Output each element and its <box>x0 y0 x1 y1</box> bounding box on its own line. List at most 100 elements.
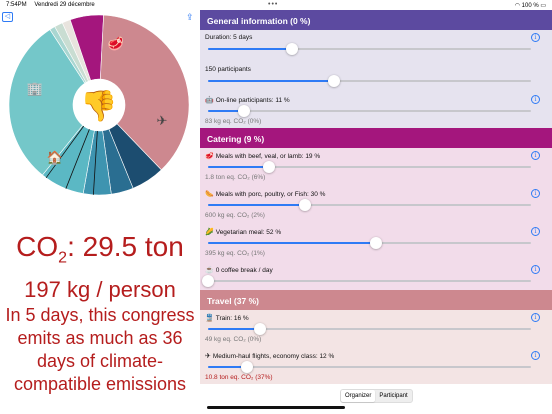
slider-knob[interactable] <box>285 43 298 55</box>
info-icon[interactable]: i <box>531 33 540 42</box>
setting-label-text: On-line participants: 11 % <box>215 97 290 104</box>
home-indicator <box>207 406 345 409</box>
setting-label: 🥩 Meals with beef, veal, or lamb: 19 % <box>205 152 320 160</box>
slider-knob[interactable] <box>253 323 266 335</box>
setting-label-text: Duration: 5 days <box>205 34 253 41</box>
slider-fill <box>208 366 247 368</box>
slider-knob[interactable] <box>298 199 311 211</box>
section-header: General information (0 %) <box>200 10 552 30</box>
status-time: 7:54PM <box>6 2 27 8</box>
slider-knob[interactable] <box>327 75 340 87</box>
coffee-icon: ☕ <box>205 267 214 274</box>
setting-row: 150 participants <box>200 62 552 92</box>
role-segmented-control[interactable]: Organizer Participant <box>340 389 413 403</box>
setting-label: 🌭 Meals with porc, poultry, or Fish: 30 % <box>205 190 325 198</box>
emissions-pie-chart: 👎 🥩 ✈ 🏠 🏢 <box>8 14 190 196</box>
corn-icon: 🌽 <box>205 229 214 236</box>
setting-label: 🌽 Vegetarian meal: 52 % <box>205 228 281 236</box>
setting-slider[interactable] <box>208 105 531 117</box>
status-right: ◠ 100 % ▭ <box>515 2 546 9</box>
setting-label-text: Medium-haul flights, economy class: 12 % <box>212 353 335 360</box>
meat-icon: 🥩 <box>205 153 214 160</box>
setting-label: 150 participants <box>205 66 251 73</box>
slider-knob[interactable] <box>202 275 214 287</box>
robot-icon: 🤖 <box>205 97 214 104</box>
setting-row: 🤖 On-line participants: 11 % i 83 kg eq. CO… <box>200 92 552 128</box>
setting-row: Duration: 5 days i <box>200 30 552 62</box>
setting-row: ☕ 0 coffee break / day i <box>200 262 552 290</box>
collapse-sidebar-button[interactable]: ◁ <box>2 12 13 22</box>
per-person: 197 kg / person <box>24 276 176 302</box>
setting-emissions: 10.8 ton eq. CO₂ (37%) <box>205 374 273 381</box>
setting-slider[interactable] <box>208 199 531 211</box>
info-icon[interactable]: i <box>531 151 540 160</box>
setting-slider[interactable] <box>208 361 531 373</box>
setting-row: 🌭 Meals with porc, poultry, or Fish: 30 %… <box>200 186 552 224</box>
slider-fill <box>208 110 244 112</box>
info-icon[interactable]: i <box>531 313 540 322</box>
co2-value: : 29.5 ton <box>67 231 184 262</box>
setting-emissions: 395 kg eq. CO₂ (1%) <box>205 250 265 257</box>
setting-label: 🚆 Train: 16 % <box>205 314 249 322</box>
setting-slider[interactable] <box>202 275 531 287</box>
setting-row: 🌽 Vegetarian meal: 52 % i 395 kg eq. CO₂ (1… <box>200 224 552 262</box>
slider-knob[interactable] <box>369 237 382 249</box>
info-icon[interactable]: i <box>531 189 540 198</box>
setting-row: 🥩 Meals with beef, veal, or lamb: 19 % i 1.… <box>200 148 552 186</box>
steak-icon: 🥩 <box>108 36 124 52</box>
slider-knob[interactable] <box>263 161 276 173</box>
pie-separator-line <box>92 130 98 195</box>
co2-total: CO2: 29.5 ton <box>0 230 200 276</box>
slider-fill <box>208 166 270 168</box>
slider-knob[interactable] <box>237 105 250 117</box>
pie-separator-line <box>45 125 85 179</box>
setting-slider[interactable] <box>208 43 531 55</box>
pie-center <box>73 79 125 131</box>
multitasking-dots[interactable]: ••• <box>268 1 279 8</box>
narrative: In 5 days, this congress emits as much a… <box>5 304 195 394</box>
co2-subscript: 2 <box>58 249 68 267</box>
status-date: Vendredi 29 décembre <box>34 2 95 8</box>
info-icon[interactable]: i <box>531 227 540 236</box>
plane-icon: ✈ <box>205 353 211 360</box>
setting-slider[interactable] <box>208 161 531 173</box>
info-icon[interactable]: i <box>531 265 540 274</box>
pie-separator-line <box>65 129 90 189</box>
battery-percent: 100 % <box>521 3 539 9</box>
info-icon[interactable]: i <box>531 351 540 360</box>
slider-fill <box>208 48 292 50</box>
setting-emissions: 83 kg eq. CO₂ (0%) <box>205 118 262 125</box>
status-bar: 7:54PM Vendredi 29 décembre ••• ◠ 100 % … <box>0 0 552 12</box>
setting-slider[interactable] <box>208 237 531 249</box>
setting-label-text: Train: 16 % <box>215 315 249 322</box>
settings-panel: General information (0 %) Duration: 5 day… <box>200 10 552 384</box>
train-icon: 🚆 <box>205 315 214 322</box>
setting-label: Duration: 5 days <box>205 34 252 41</box>
setting-label-text: 150 participants <box>205 66 251 73</box>
co2-prefix: CO <box>16 231 59 262</box>
slider-knob[interactable] <box>240 361 253 373</box>
segment-participant[interactable]: Participant <box>379 393 408 399</box>
setting-label: ☕ 0 coffee break / day <box>205 266 273 274</box>
setting-label-text: 0 coffee break / day <box>215 267 273 274</box>
sausage-icon: 🌭 <box>205 191 214 198</box>
setting-slider[interactable] <box>208 75 531 87</box>
thumbs-down-icon: 👎 <box>80 89 117 123</box>
share-button[interactable]: ⇪ <box>186 12 194 22</box>
building-icon: 🏢 <box>27 81 43 96</box>
pie-slice-medium-haul-flights[interactable] <box>100 14 190 171</box>
section-header: Travel (37 %) <box>200 290 552 310</box>
segment-organizer[interactable]: Organizer <box>341 390 376 402</box>
house-icon: 🏠 <box>47 150 63 165</box>
slider-fill <box>208 242 376 244</box>
setting-label-text: Meals with beef, veal, or lamb: 19 % <box>215 153 321 160</box>
setting-label: ✈ Medium-haul flights, economy class: 12 … <box>205 352 334 360</box>
info-icon[interactable]: i <box>531 95 540 104</box>
setting-label-text: Meals with porc, poultry, or Fish: 30 % <box>215 191 326 198</box>
setting-row: 🚆 Train: 16 % i 49 kg eq. CO₂ (0%) <box>200 310 552 348</box>
setting-label-text: Vegetarian meal: 52 % <box>215 229 282 236</box>
battery-icon: ▭ <box>540 3 546 9</box>
status-left: 7:54PM Vendredi 29 décembre <box>6 2 101 8</box>
setting-slider[interactable] <box>208 323 531 335</box>
slider-fill <box>208 80 334 82</box>
